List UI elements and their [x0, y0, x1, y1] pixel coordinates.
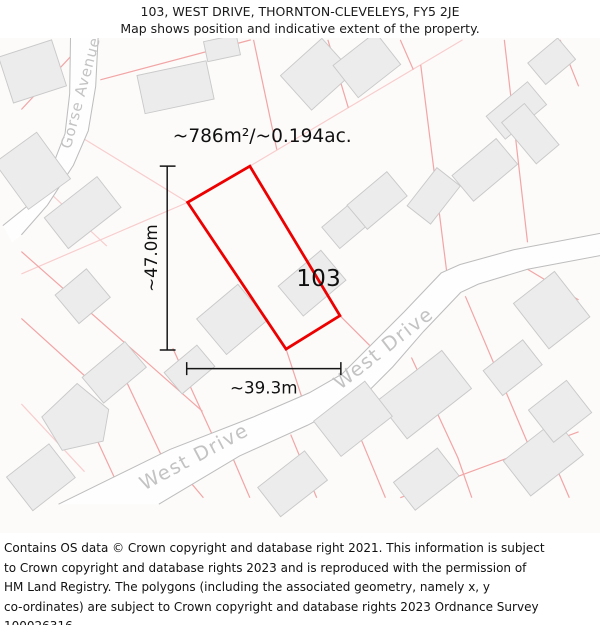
building	[527, 379, 593, 443]
west-drive-road	[58, 233, 600, 505]
plot-number-label: 103	[296, 265, 340, 292]
building	[202, 38, 242, 63]
parcel-line	[339, 315, 371, 346]
roads-layer	[2, 38, 600, 505]
building	[0, 39, 68, 104]
building	[0, 131, 72, 211]
parcel-line	[285, 348, 304, 401]
copyright-footer: Contains OS data © Crown copyright and d…	[0, 539, 600, 625]
vertical-dimension-label: ~47.0m	[141, 224, 161, 291]
header: 103, WEST DRIVE, THORNTON-CLEVELEYS, FY5…	[0, 0, 600, 37]
map-canvas: West Drive West Drive Gorse Avenue ~47.0…	[0, 38, 600, 518]
building	[512, 270, 591, 350]
building	[257, 450, 329, 518]
footer-line: co-ordinates) are subject to Crown copyr…	[4, 599, 539, 614]
page-subtitle: Map shows position and indicative extent…	[120, 21, 480, 36]
parcel-line	[420, 64, 448, 273]
parcel-line	[20, 318, 92, 383]
building	[482, 339, 543, 397]
gorse-avenue-road-edge	[21, 38, 99, 236]
building	[502, 418, 585, 497]
building	[136, 60, 215, 115]
property-boundary-polygon	[185, 164, 342, 352]
building	[451, 137, 519, 202]
building	[406, 167, 461, 225]
building	[500, 102, 560, 165]
west-drive-road-edge	[158, 255, 600, 505]
building	[54, 268, 111, 325]
parcel-line	[399, 39, 414, 70]
parcel-line	[503, 39, 529, 243]
footer-line: to Crown copyright and database rights 2…	[4, 560, 527, 575]
horizontal-dimension-label: ~39.3m	[230, 378, 297, 398]
parcel-line	[20, 403, 85, 473]
map-container: West Drive West Drive Gorse Avenue ~47.0…	[0, 38, 600, 533]
footer-line: HM Land Registry. The polygons (includin…	[4, 580, 491, 594]
building	[279, 38, 354, 111]
building	[332, 38, 402, 99]
west-drive-road-edge	[58, 232, 600, 505]
building	[312, 380, 393, 457]
building	[392, 447, 460, 511]
parcel-line	[84, 138, 188, 203]
parcel-line	[252, 39, 278, 150]
page-title: 103, WEST DRIVE, THORNTON-CLEVELEYS, FY5…	[140, 4, 460, 19]
building	[277, 249, 347, 317]
building	[346, 171, 408, 230]
buildings-layer	[0, 38, 593, 518]
gorse-avenue-road	[2, 38, 99, 243]
building	[5, 443, 76, 512]
building	[41, 382, 110, 451]
building	[195, 283, 269, 356]
parcel-line	[232, 458, 251, 498]
gorse-avenue-road-edge	[2, 38, 72, 226]
footer-line: 100026316.	[4, 617, 600, 625]
building	[163, 344, 216, 395]
footer-line: Contains OS data © Crown copyright and d…	[4, 541, 545, 555]
building	[81, 340, 148, 404]
building	[43, 175, 122, 250]
area-label: ~786m²/~0.194ac.	[173, 126, 352, 147]
building	[527, 38, 577, 86]
parcel-line	[20, 251, 203, 412]
building	[376, 349, 473, 440]
dimension-layer: ~47.0m ~39.3m	[141, 165, 342, 398]
